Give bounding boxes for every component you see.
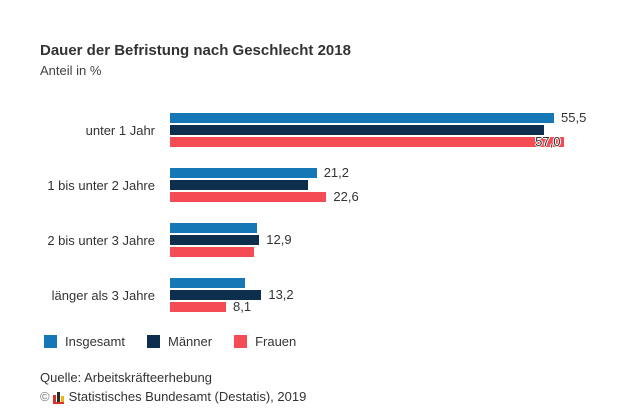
bar-value-label: 21,2 bbox=[323, 165, 350, 180]
legend-label: Frauen bbox=[255, 334, 297, 349]
bar-group-bars: 55,5 57,0 bbox=[170, 110, 590, 149]
bar-group: länger als 3 Jahre 13,2 8,1 bbox=[0, 278, 630, 314]
bar-row bbox=[170, 247, 590, 257]
source-note: Quelle: Arbeitskräfteerhebung bbox=[40, 370, 212, 385]
legend-swatch bbox=[234, 335, 248, 348]
chart-subtitle: Anteil in % bbox=[40, 63, 102, 78]
bar-value-label: 12,9 bbox=[266, 232, 292, 247]
bar-group: 1 bis unter 2 Jahre 21,2 22,6 bbox=[0, 165, 630, 204]
bar-row: 13,2 bbox=[170, 287, 590, 302]
bar-group-bars: 13,2 8,1 bbox=[170, 278, 590, 314]
chart-title: Dauer der Befristung nach Geschlecht 201… bbox=[40, 42, 351, 59]
bar-insgesamt bbox=[170, 168, 317, 178]
bar-group: unter 1 Jahr 55,5 57,0 bbox=[0, 110, 630, 149]
category-label: unter 1 Jahr bbox=[85, 122, 155, 138]
bar-frauen bbox=[170, 192, 327, 202]
bar-value-label: 13,2 bbox=[268, 287, 294, 302]
bar-row: 57,0 bbox=[170, 134, 590, 149]
category-label: länger als 3 Jahre bbox=[51, 287, 155, 303]
logo-bar-red bbox=[52, 394, 56, 402]
category-label: 2 bis unter 3 Jahre bbox=[47, 232, 155, 248]
copyright-text: Statistisches Bundesamt (Destatis), 2019 bbox=[68, 389, 307, 404]
bar-row bbox=[170, 278, 590, 288]
bar-row bbox=[170, 180, 590, 190]
bar-mnner bbox=[170, 125, 545, 135]
legend-label: Männer bbox=[167, 334, 213, 349]
bar-group-bars: 12,9 bbox=[170, 223, 590, 259]
bar-value-label: 22,6 bbox=[333, 189, 359, 204]
legend-item-frauen: Frauen bbox=[234, 334, 296, 349]
legend-swatch bbox=[44, 335, 57, 348]
bar-insgesamt bbox=[170, 278, 245, 288]
bar-value-label: 57,0 bbox=[535, 134, 561, 149]
category-label: 1 bis unter 2 Jahre bbox=[47, 177, 155, 193]
bar-group-bars: 21,2 22,6 bbox=[170, 165, 590, 204]
logo-bar-gold bbox=[60, 395, 64, 402]
copyright-symbol: © bbox=[40, 389, 50, 404]
bar-mnner bbox=[170, 290, 262, 300]
bar-frauen bbox=[170, 137, 565, 147]
legend-item-mnner: Männer bbox=[146, 334, 213, 349]
logo-baseline bbox=[52, 401, 64, 404]
bar-value-label: 8,1 bbox=[233, 299, 252, 314]
bar-mnner bbox=[170, 180, 308, 190]
bar-insgesamt bbox=[170, 223, 258, 233]
bar-group: 2 bis unter 3 Jahre 12,9 bbox=[0, 223, 630, 257]
bar-insgesamt bbox=[170, 113, 555, 123]
legend: Insgesamt Männer Frauen bbox=[44, 334, 318, 349]
legend-swatch bbox=[146, 335, 160, 348]
bar-frauen bbox=[170, 247, 255, 257]
bar-frauen bbox=[170, 302, 227, 312]
destatis-logo-icon bbox=[52, 390, 64, 404]
bar-row bbox=[170, 223, 590, 233]
bar-row: 55,5 bbox=[170, 110, 590, 125]
copyright-line: © Statistisches Bundesamt (Destatis), 20… bbox=[40, 389, 306, 404]
legend-label: Insgesamt bbox=[65, 334, 125, 349]
logo-bar-black bbox=[56, 391, 60, 402]
bar-value-label: 55,5 bbox=[561, 110, 587, 125]
bar-row bbox=[170, 125, 590, 135]
bar-row: 21,2 bbox=[170, 165, 590, 180]
bar-row: 22,6 bbox=[170, 189, 590, 204]
bar-chart: unter 1 Jahr 55,5 57,0 1 bis unter 2 Jahre 2… bbox=[0, 110, 630, 333]
bar-mnner bbox=[170, 235, 260, 245]
bar-row: 8,1 bbox=[170, 299, 590, 314]
bar-row: 12,9 bbox=[170, 232, 590, 247]
legend-item-insgesamt: Insgesamt bbox=[44, 334, 125, 349]
